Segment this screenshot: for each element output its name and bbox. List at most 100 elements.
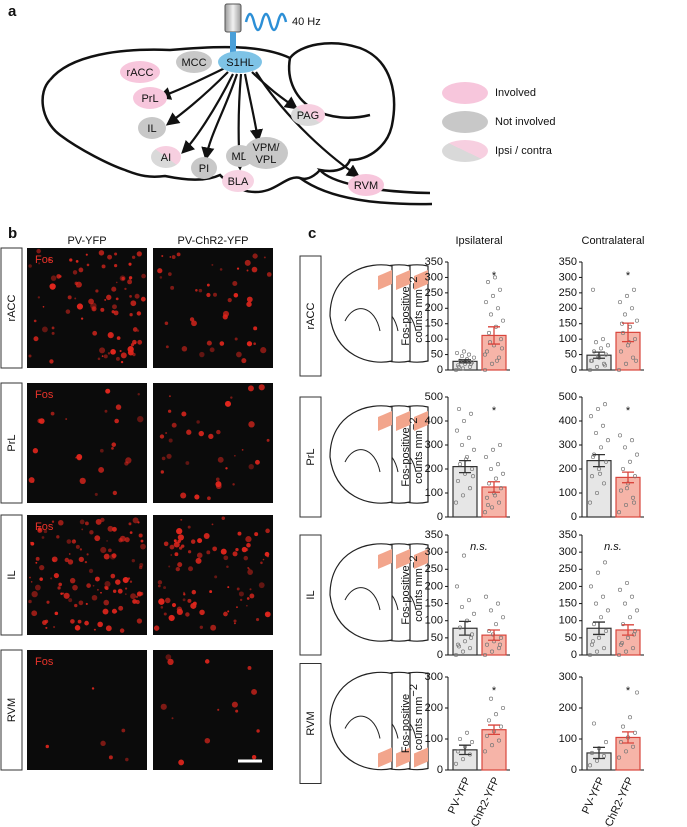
y-tick-label: 0: [571, 364, 577, 376]
fos-cell: [45, 744, 49, 749]
fos-cell: [127, 346, 134, 353]
data-point: [627, 715, 633, 720]
fos-cell: [104, 409, 108, 413]
data-point: [500, 705, 506, 711]
data-point: [469, 740, 475, 745]
data-point: [629, 438, 635, 443]
fiber: [230, 32, 236, 54]
fos-cell: [138, 565, 143, 570]
fos-cell: [183, 593, 186, 596]
fos-cell: [223, 555, 229, 561]
data-point: [624, 486, 630, 491]
fos-cell: [69, 258, 73, 262]
fos-cell: [195, 557, 202, 564]
fos-cell: [235, 709, 239, 713]
fos-cell: [247, 569, 253, 575]
fos-cell: [128, 276, 133, 280]
data-point: [602, 560, 608, 565]
fos-cell: [79, 477, 86, 485]
annotation: *: [492, 270, 497, 282]
micrograph: [27, 383, 147, 503]
fos-cell: [251, 266, 258, 273]
section-region: [396, 549, 410, 569]
fos-cell: [84, 560, 88, 564]
y-tick-label: 500: [425, 391, 443, 403]
fos-cell: [100, 591, 102, 594]
fos-cell: [111, 286, 117, 292]
fos-cell: [168, 438, 173, 443]
data-point: [482, 749, 488, 754]
y-tick-label: 0: [571, 511, 577, 523]
fos-cell: [103, 553, 110, 560]
fos-cell: [116, 336, 121, 340]
fos-cell: [111, 553, 117, 559]
fos-cell: [57, 586, 61, 590]
data-point: [590, 454, 596, 460]
fos-cell: [185, 461, 190, 465]
legend-swatch: [442, 111, 488, 133]
data-point: [455, 749, 461, 754]
data-point: [496, 355, 502, 360]
fos-cell: [115, 579, 121, 585]
fos-cell: [120, 360, 124, 364]
data-point: [482, 352, 488, 357]
data-point: [632, 337, 638, 342]
fos-cell: [118, 605, 124, 611]
data-point: [616, 367, 622, 373]
fos-cell: [120, 352, 127, 359]
fos-cell: [180, 492, 187, 499]
section-region: [378, 270, 392, 290]
data-point: [627, 459, 633, 464]
fos-cell: [58, 519, 64, 526]
fos-cell: [75, 260, 79, 263]
data-point: [620, 724, 626, 729]
fos-cell: [176, 606, 183, 612]
fos-cell: [110, 573, 116, 579]
fos-cell: [262, 558, 265, 561]
fos-cell: [256, 729, 260, 733]
fos-cell: [92, 584, 95, 587]
data-point: [605, 343, 611, 348]
fos-cell: [107, 352, 111, 355]
error-bar: [622, 624, 634, 636]
y-tick-label: 100: [425, 733, 443, 745]
fos-cell: [190, 539, 196, 544]
fos-cell: [115, 297, 119, 301]
data-point: [470, 474, 476, 479]
fos-cell: [204, 659, 210, 664]
fos-cell: [159, 276, 163, 279]
fos-cell: [85, 253, 88, 256]
y-axis-label-exponent: −2: [408, 418, 420, 431]
data-point: [589, 474, 595, 479]
data-point: [587, 763, 593, 768]
data-point: [462, 639, 468, 644]
fos-cell: [247, 385, 254, 392]
y-tick-label: 350: [425, 256, 443, 268]
fos-cell: [258, 582, 265, 589]
fos-cell: [176, 252, 181, 257]
y-tick-label: 300: [425, 671, 443, 683]
fos-cell: [75, 544, 80, 549]
fos-cell: [255, 617, 260, 622]
fos-cell: [181, 411, 187, 417]
y-axis-label: counts mm: [413, 568, 425, 622]
region-label: IL: [147, 123, 156, 135]
y-tick-label: 150: [559, 318, 577, 330]
region-node: [218, 51, 262, 73]
fos-cell: [195, 289, 198, 292]
fos-cell: [246, 341, 253, 347]
probe: [224, 3, 242, 33]
data-point: [598, 445, 604, 450]
data-point: [457, 625, 463, 630]
y-tick-label: 0: [437, 364, 443, 376]
fos-cell: [106, 540, 108, 542]
legend-label: Ipsi / contra: [495, 145, 553, 157]
fos-cell: [245, 604, 248, 607]
fos-cell: [136, 251, 142, 257]
fos-cell: [135, 595, 139, 598]
fos-cell: [255, 459, 260, 465]
legend-swatch: [442, 140, 488, 162]
fos-cell: [163, 612, 167, 616]
row-box: [299, 255, 322, 377]
fos-cell: [190, 602, 197, 609]
